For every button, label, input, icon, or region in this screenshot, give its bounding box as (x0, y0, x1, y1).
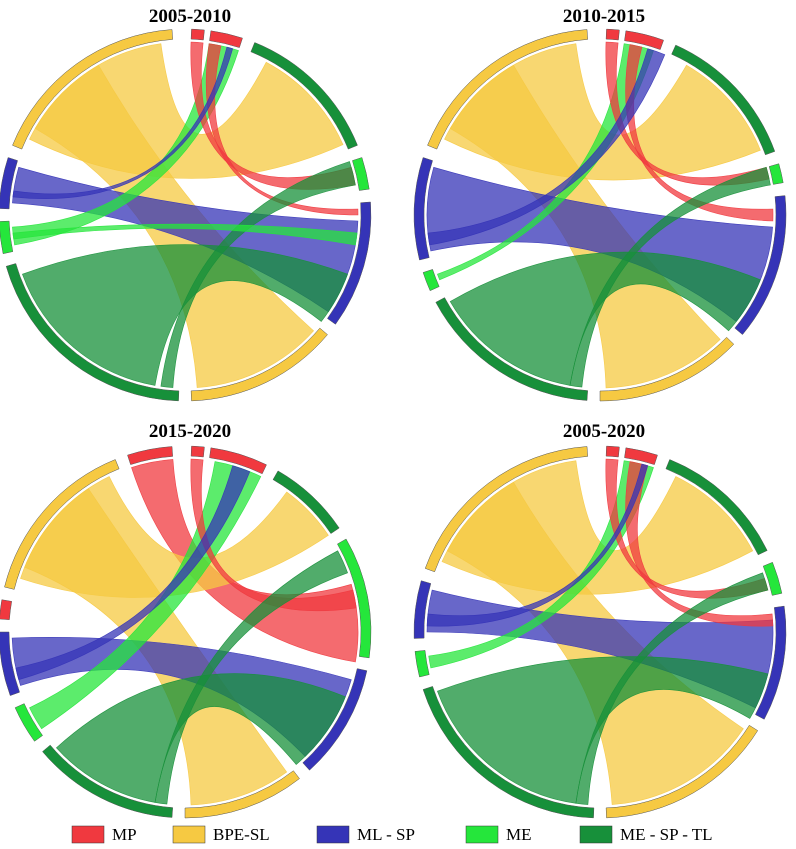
arc-segment-mp-2 (624, 30, 664, 50)
arc-segment-mlsp-9 (0, 157, 18, 210)
chord-ribbon-mp-7 (205, 43, 359, 216)
chord-ribbon-mp-7 (625, 44, 774, 222)
chord-ribbon-mlsp-9 (427, 48, 666, 246)
arc-segment-mesptl-3 (665, 459, 768, 556)
legend-swatch-bpe-sl (172, 825, 206, 844)
legend-label-me-sp-tl: ME - SP - TL (620, 825, 713, 844)
arc-segment-bpe-11 (4, 459, 120, 590)
panel-title-1: 2005-2010 (149, 6, 231, 27)
legend-label-ml-sp: ML - SP (357, 825, 415, 844)
arc-segment-me-4 (337, 538, 372, 659)
arc-segment-me-4 (768, 163, 784, 185)
panel-title-4: 2005-2020 (563, 421, 645, 442)
arc-segment-mesptl-3 (250, 42, 358, 150)
legend-item-mp: MP (71, 825, 137, 844)
panel-title-2: 2010-2015 (563, 6, 645, 27)
legend-item-me-sp-tl: ME - SP - TL (579, 825, 713, 844)
arc-segment-mlsp-5 (327, 201, 372, 325)
arc-segment-me-4 (352, 157, 370, 191)
legend-swatch-me (465, 825, 499, 844)
chord-ribbon-me-9 (12, 223, 358, 246)
chord-ribbon-mesptl-8 (154, 550, 348, 805)
arc-segment-mlsp-5 (755, 605, 787, 720)
chord-panel-2005-2020 (413, 445, 787, 819)
legend-swatch-me-sp-tl (579, 825, 613, 844)
arc-segment-mesptl-3 (671, 44, 776, 156)
arc-segment-me-8 (14, 703, 43, 742)
arc-segment-mp-1 (190, 445, 205, 458)
arc-segment-mesptl-3 (272, 470, 340, 534)
arc-segment-mp-2 (624, 447, 658, 465)
arc-segment-me-8 (422, 269, 440, 292)
arc-segment-mesptl-7 (42, 744, 173, 818)
chord-panel-2015-2020 (0, 445, 372, 819)
legend-item-bpe-sl: BPE-SL (172, 825, 270, 844)
panel-title-3: 2015-2020 (149, 421, 231, 442)
arc-segment-mp-1 (605, 28, 620, 41)
arc-segment-me-8 (414, 650, 430, 678)
arc-segment-mp-2 (209, 30, 243, 48)
chord-ribbon-mlsp-9 (426, 463, 649, 627)
arc-segment-mp-1 (190, 28, 205, 41)
chord-ribbon-mesptl-8 (569, 166, 771, 388)
arc-segment-mlsp-9 (413, 157, 433, 261)
chord-ribbon-mesptl-5 (437, 656, 769, 804)
arc-segment-mp-10 (0, 599, 12, 620)
arc-segment-mlsp-5 (302, 668, 368, 771)
chord-panel-2010-2015 (413, 28, 787, 402)
arc-segment-bpe-10 (424, 446, 588, 573)
legend: MP BPE-SL ML - SP ME ME - SP - TL (71, 825, 713, 844)
arc-segment-bpe-10 (12, 29, 173, 150)
arc-segment-mlsp-9 (0, 631, 20, 696)
chord-panel-2005-2010 (0, 28, 372, 402)
legend-item-ml-sp: ML - SP (316, 825, 415, 844)
chord-ribbon-mesptl-6 (55, 673, 346, 803)
chord-ribbon-mlsp-10 (12, 46, 234, 199)
arc-segment-mesptl-7 (435, 297, 588, 401)
arc-segment-bpe-6 (184, 770, 300, 819)
chord-ribbon-mesptl-8 (160, 161, 356, 388)
legend-swatch-ml-sp (316, 825, 350, 844)
legend-label-mp: MP (112, 825, 137, 844)
legend-label-me: ME (506, 825, 532, 844)
arc-segment-me-8 (0, 220, 14, 254)
arc-segment-mlsp-9 (413, 580, 432, 639)
arc-segment-bpe-6 (599, 336, 735, 402)
legend-label-bpe-sl: BPE-SL (213, 825, 270, 844)
chord-ribbon-mesptl-8 (575, 572, 769, 805)
arc-segment-me-4 (762, 561, 783, 596)
arc-segment-bpe-6 (190, 327, 328, 402)
chord-ribbon-mesptl-5 (22, 244, 348, 386)
chord-ribbon-mlsp-9 (15, 465, 251, 681)
arc-segment-bpe-10 (427, 29, 588, 150)
chord-ribbon-mlsp-3 (426, 589, 774, 709)
arc-segment-mp-1 (605, 445, 620, 458)
arc-segment-mesptl-7 (5, 263, 180, 402)
arc-segment-mp-2 (209, 447, 267, 475)
chord-ribbon-mp-7 (190, 458, 357, 612)
legend-item-me: ME (465, 825, 532, 844)
arc-segment-mlsp-5 (734, 195, 787, 335)
legend-swatch-mp (71, 825, 105, 844)
arc-segment-mp-12 (127, 446, 173, 465)
arc-segment-bpe-6 (605, 724, 759, 819)
chord-ribbon-mesptl-5 (449, 251, 761, 386)
